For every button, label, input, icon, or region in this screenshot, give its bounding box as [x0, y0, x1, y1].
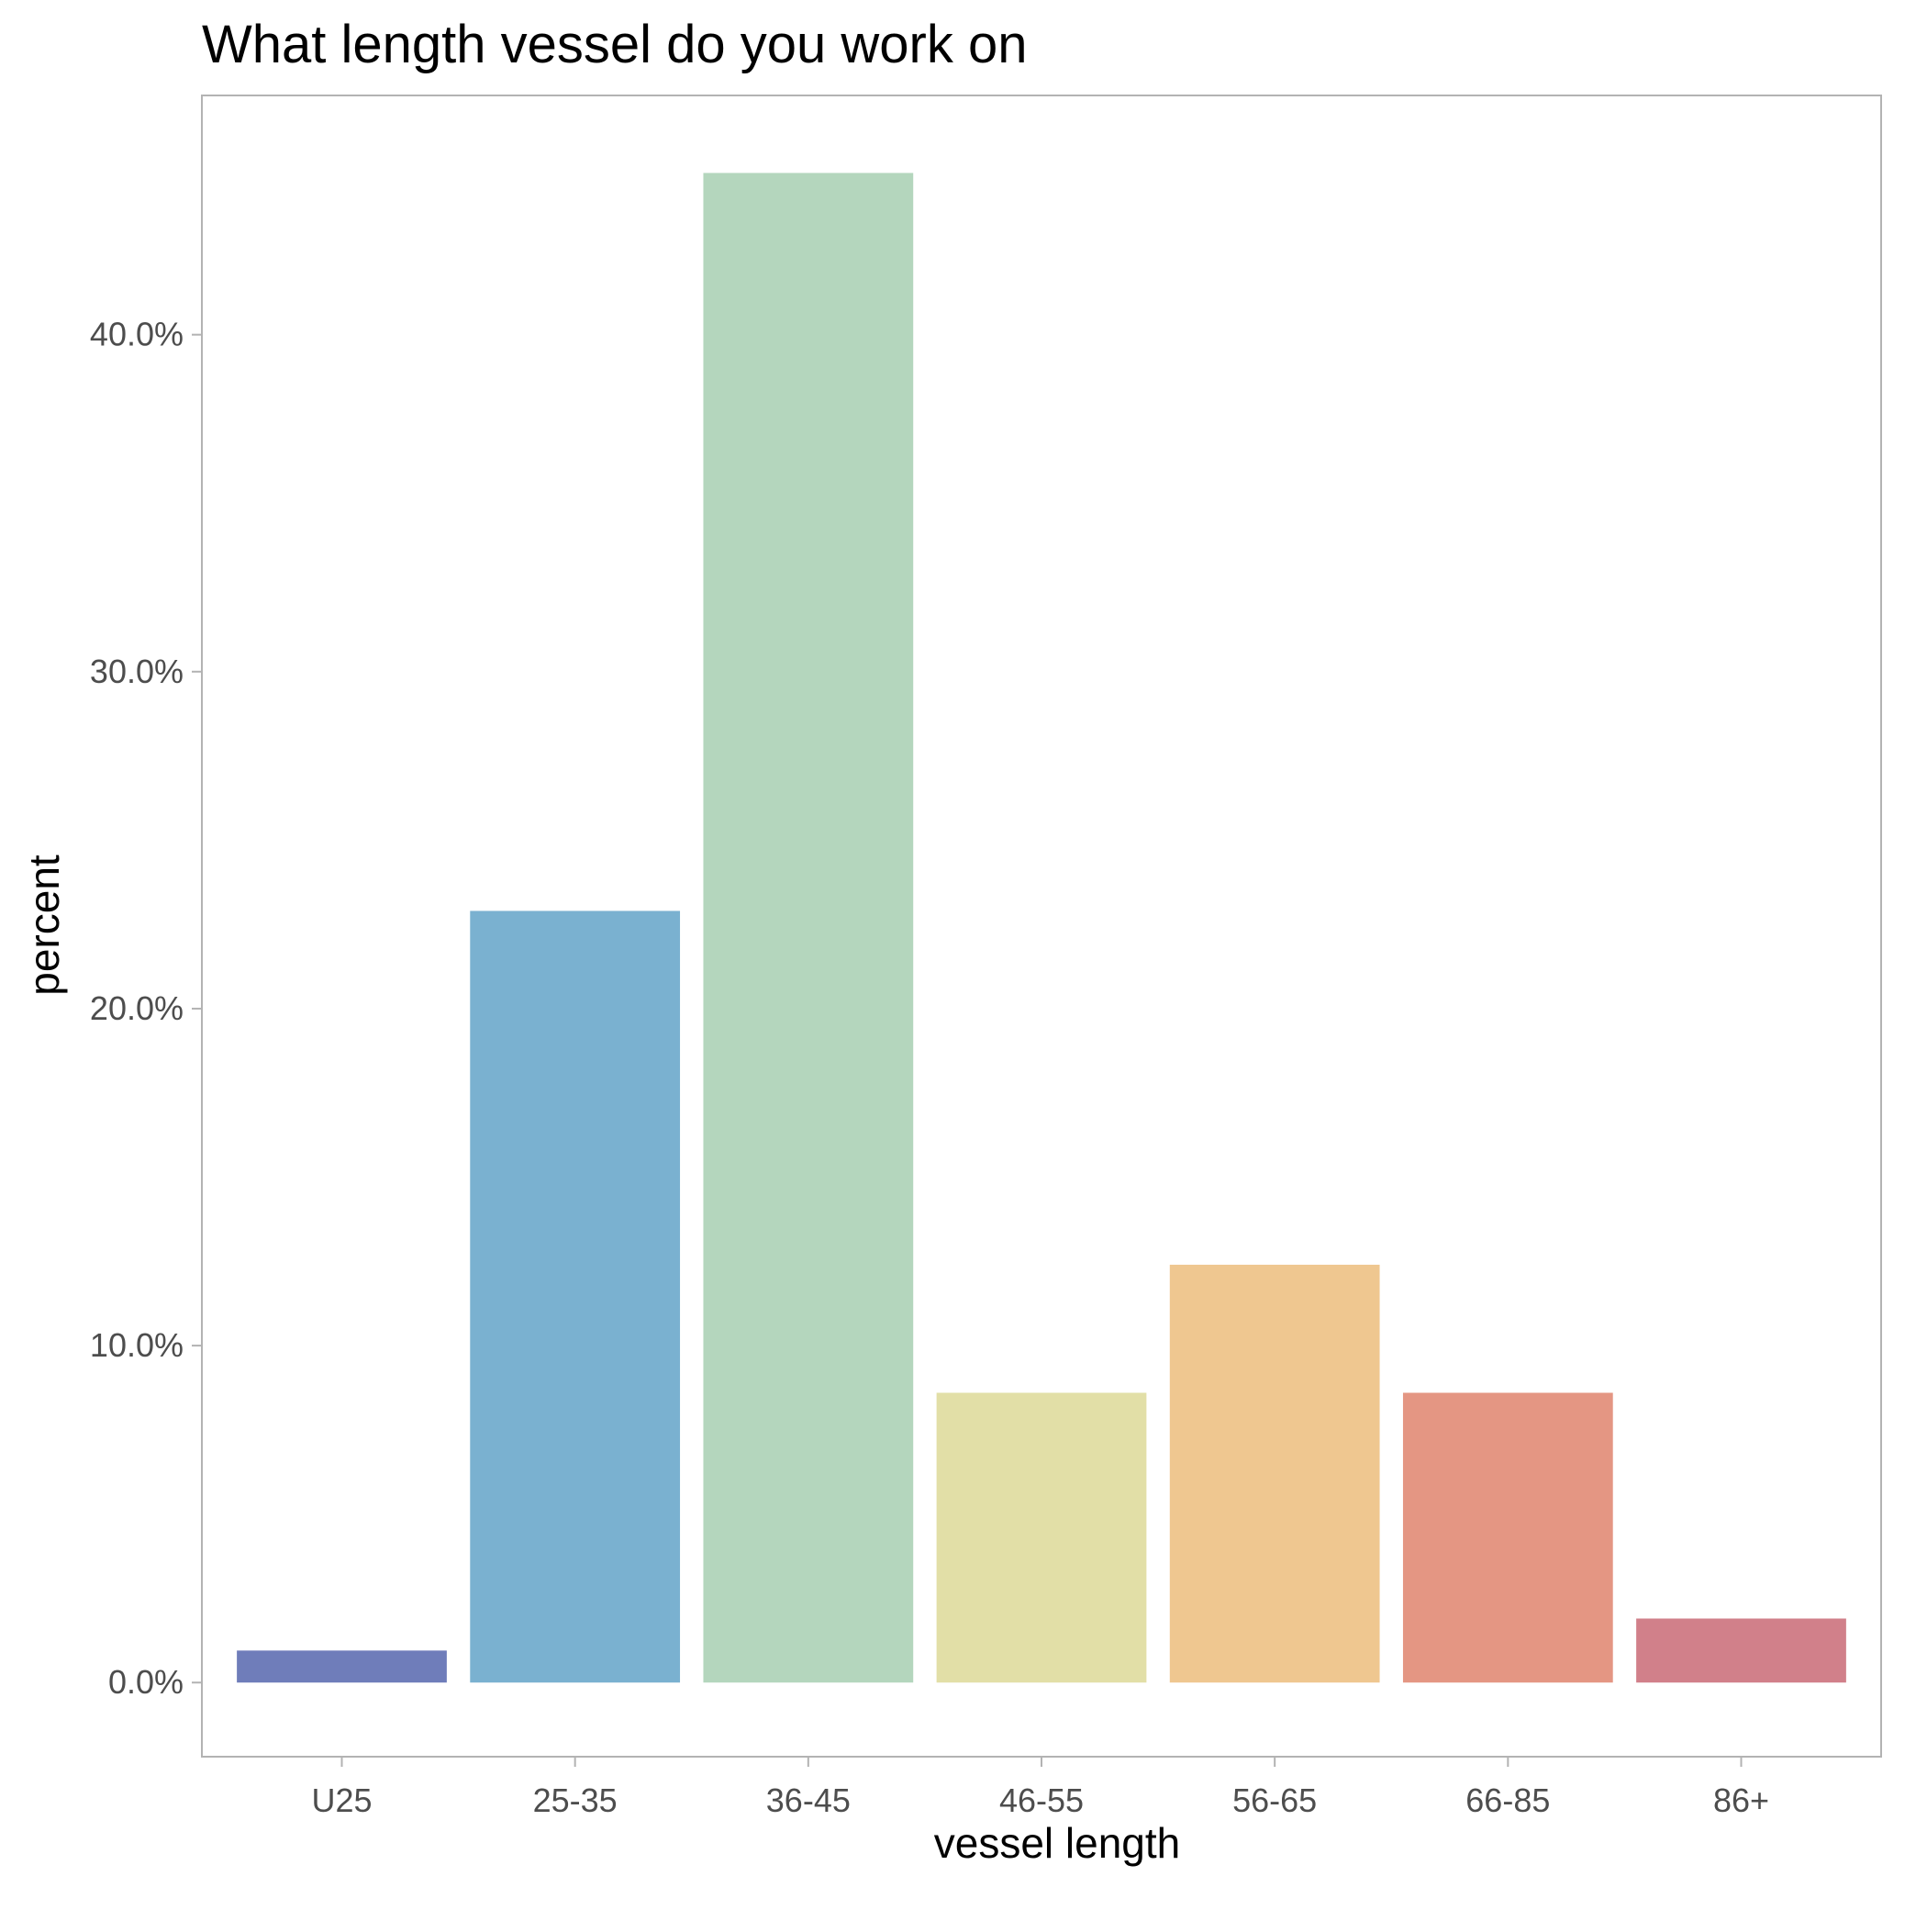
bar-56-65 — [1169, 1264, 1380, 1683]
y-axis: 0.0% 10.0% 20.0% 30.0% 40.0% — [90, 316, 202, 1701]
x-tick-label: 56-65 — [1232, 1781, 1317, 1819]
y-tick-label: 0.0% — [108, 1663, 184, 1701]
x-tick-label: 36-45 — [766, 1781, 851, 1819]
chart-title: What length vessel do you work on — [202, 15, 1027, 74]
x-axis: U25 25-35 36-45 46-55 56-65 66-85 86+ — [311, 1757, 1769, 1819]
y-axis-title: percent — [20, 854, 68, 996]
x-tick-label: 46-55 — [999, 1781, 1084, 1819]
bars — [237, 173, 1846, 1683]
bar-36-45 — [703, 173, 914, 1683]
bar-66-85 — [1402, 1392, 1613, 1683]
x-tick-label: U25 — [311, 1781, 372, 1819]
y-tick-label: 40.0% — [90, 316, 184, 353]
y-tick-label: 10.0% — [90, 1326, 184, 1364]
bar-86+ — [1636, 1618, 1846, 1683]
y-tick-label: 30.0% — [90, 653, 184, 690]
x-tick-label: 66-85 — [1465, 1781, 1550, 1819]
bar-46-55 — [936, 1392, 1147, 1683]
y-tick-label: 20.0% — [90, 989, 184, 1027]
x-tick-label: 25-35 — [533, 1781, 618, 1819]
x-axis-title: vessel length — [934, 1819, 1181, 1867]
bar-25-35 — [470, 910, 681, 1683]
bar-U25 — [237, 1650, 447, 1683]
x-tick-label: 86+ — [1713, 1781, 1769, 1819]
